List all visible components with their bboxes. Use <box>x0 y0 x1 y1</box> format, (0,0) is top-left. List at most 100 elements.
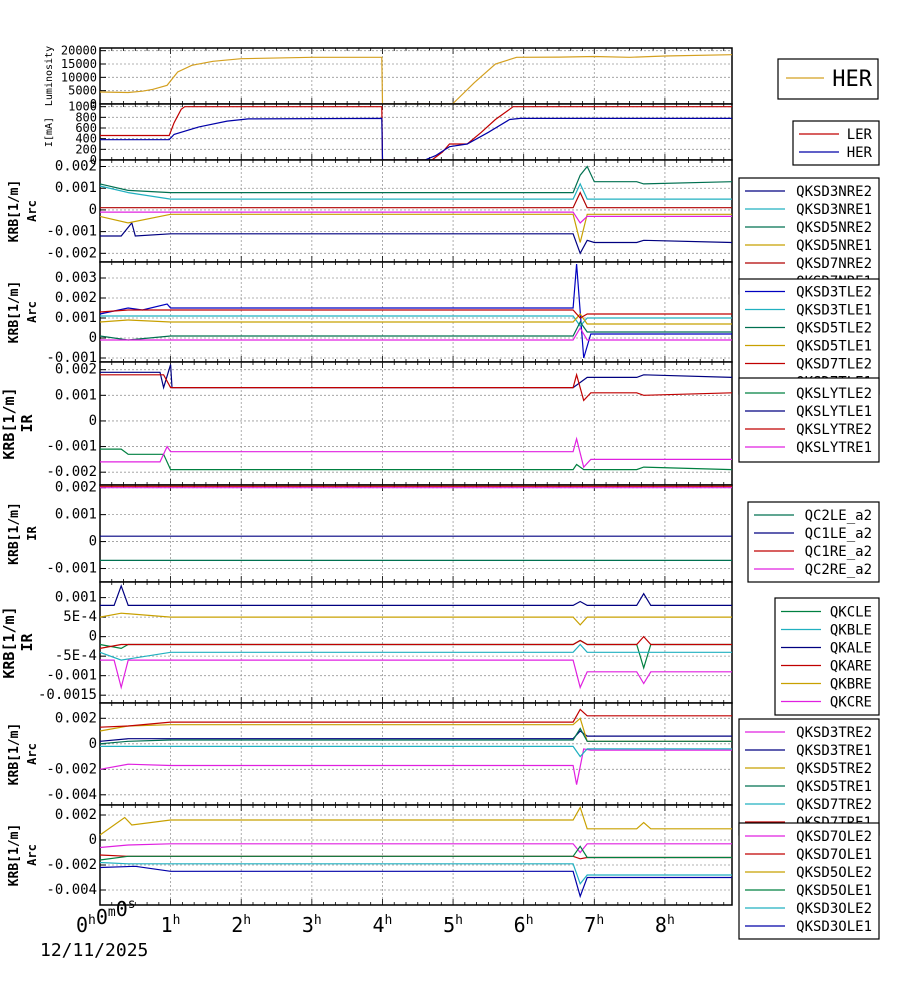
legend-box <box>774 597 880 716</box>
legend-box <box>792 120 880 166</box>
y-axis-label: KRB[1/m] <box>7 723 22 786</box>
y-tick-label: -0.001 <box>46 224 97 240</box>
series-line-QKSD7OLE2 <box>99 843 732 854</box>
legend-label: QKSD3OLE1 <box>796 919 872 935</box>
y-axis-label: KRB[1/m] <box>7 180 22 243</box>
x-tick-label: 2h <box>231 913 251 937</box>
legend-label: QKSD3TRE2 <box>796 725 872 741</box>
series-line-QKSD5TRE1 <box>99 727 732 745</box>
legend-label: QKSLYTRE2 <box>796 422 872 438</box>
legend-label: QKSD5TLE1 <box>796 339 872 355</box>
series-line-QKSLYTLE2 <box>100 448 733 471</box>
y-tick-label: 400 <box>75 132 97 146</box>
y-tick-label: 15000 <box>61 57 97 71</box>
y-axis-label: KRB[1/m] <box>0 606 18 678</box>
y-tick-label: 0.001 <box>55 180 97 196</box>
panel-frame <box>99 261 733 363</box>
y-axis-sublabel: IR <box>18 633 36 652</box>
series-line-QKARE <box>99 635 732 649</box>
legend-label: LER <box>847 127 873 143</box>
legend-label: QKBLE <box>830 623 872 639</box>
panel-arc2: 0.003 0.002 0.001 0 -0.001 KRB[1/m] Arc <box>7 261 733 366</box>
x-tick-label: 1h <box>161 913 181 937</box>
legend-box <box>738 278 880 395</box>
y-tick-label: 0.001 <box>55 590 97 606</box>
y-tick-label: 0.002 <box>55 159 97 175</box>
legend-label: QKSD3NRE2 <box>796 184 872 200</box>
series-line-QKSD3TLE1 <box>100 315 732 327</box>
y-axis-label: KRB[1/m] <box>0 387 18 459</box>
legend-label: QKSD3OLE2 <box>796 901 872 917</box>
legend-box <box>777 58 879 100</box>
series-line-QKSD3TRE1 <box>99 730 732 742</box>
legend-label: QKSD3TLE1 <box>796 303 872 319</box>
y-tick-label: -0.001 <box>46 350 97 366</box>
y-tick-label: -0.002 <box>46 761 97 777</box>
y-axis-label: KRB[1/m] <box>7 824 22 887</box>
series-line-QKSLYTRE1 <box>100 436 732 469</box>
legend-label: QKSD7NRE2 <box>796 256 872 272</box>
x-tick-label: 7h <box>584 913 604 937</box>
panel-frame <box>99 484 733 583</box>
y-tick-label: 0 <box>89 832 97 848</box>
legend-arc2: QKSD3TLE2 QKSD3TLE1 QKSD5TLE2 QKSD5TLE1 QKSD… <box>738 278 880 395</box>
y-axis-sublabel: IR <box>25 526 39 541</box>
legend-label: QKSD5TRE2 <box>796 761 872 777</box>
y-tick-label: -0.001 <box>46 561 97 577</box>
legend-label: QKSLYTRE1 <box>796 440 872 456</box>
x-tick-label: 6h <box>514 913 534 937</box>
y-tick-label: 200 <box>75 142 97 156</box>
y-axis-sublabel: Arc <box>25 844 39 866</box>
legend-label: QC1LE_a2 <box>805 526 872 542</box>
y-axis-sublabel: IR <box>18 414 36 433</box>
series-line-QKSD3NRE1 <box>99 182 732 200</box>
series-line-QKSD5NRE1 <box>99 213 732 243</box>
legend-label: QKARE <box>830 659 872 675</box>
series-line-QKSD3TRE2 <box>99 748 732 785</box>
series-line-QKSD7TRE1 <box>99 708 732 728</box>
legend-lum: HER <box>777 58 879 100</box>
legend-label: QKSD5OLE2 <box>796 865 872 881</box>
panel-frame <box>99 581 733 704</box>
y-tick-label: -0.002 <box>46 464 97 480</box>
y-tick-label: 5E-4 <box>63 609 97 625</box>
y-tick-label: -0.001 <box>46 668 97 684</box>
x-tick-label: 3h <box>302 913 322 937</box>
legend-label: QKCRE <box>830 695 872 711</box>
legend-arc1: QKSD3NRE2 QKSD3NRE1 QKSD5NRE2 QKSD5NRE1 QKSD… <box>738 177 880 295</box>
legend-ir3: QKCLE QKBLE QKALE QKARE QKBRE QKCRE <box>774 597 880 716</box>
y-tick-label: 0 <box>89 534 97 550</box>
legend-box <box>738 822 880 940</box>
y-tick-label: 0 <box>89 413 97 429</box>
y-tick-label: -0.002 <box>46 245 97 261</box>
legend-label: QC2RE_a2 <box>805 562 872 578</box>
panel-frame <box>99 361 733 486</box>
legend-label: QC1RE_a2 <box>805 544 872 560</box>
legend-label: QKSD5TLE2 <box>796 321 872 337</box>
series-line-QKSD3NRE2 <box>100 221 733 255</box>
y-axis-label: KRB[1/m] <box>7 502 22 565</box>
panel-ir1: 0.002 0.001 0 -0.001 -0.002 KRB[1/m] IR <box>0 361 733 486</box>
legend-ir2: QC2LE_a2 QC1LE_a2 QC1RE_a2 QC2RE_a2 <box>747 501 880 583</box>
x-tick-label: 4h <box>372 913 392 937</box>
y-tick-label: 0.002 <box>55 290 97 306</box>
y-tick-label: 0.002 <box>55 710 97 726</box>
legend-label: HER <box>847 145 873 161</box>
series-line-QKSD5NRE2 <box>99 165 733 194</box>
y-tick-label: -0.0015 <box>38 687 97 703</box>
legend-label: QKCLE <box>830 605 872 621</box>
series-line-QKALE <box>100 584 732 606</box>
legend-label: QKSD5NRE1 <box>796 238 872 254</box>
x-tick-label: 0h0m0s <box>76 897 136 937</box>
panel-frame <box>99 103 733 161</box>
y-tick-label: 0.003 <box>55 270 97 286</box>
series-line-LER <box>100 106 732 161</box>
legend-label: QC2LE_a2 <box>805 508 872 524</box>
y-tick-label: 0 <box>90 153 97 167</box>
legend-label: HER <box>832 67 872 92</box>
legend-box <box>738 377 880 463</box>
y-tick-label: -0.004 <box>46 882 97 898</box>
y-tick-label: 800 <box>75 110 97 124</box>
y-axis-label: I[mA] <box>44 117 55 147</box>
y-tick-label: 0.002 <box>55 480 97 496</box>
